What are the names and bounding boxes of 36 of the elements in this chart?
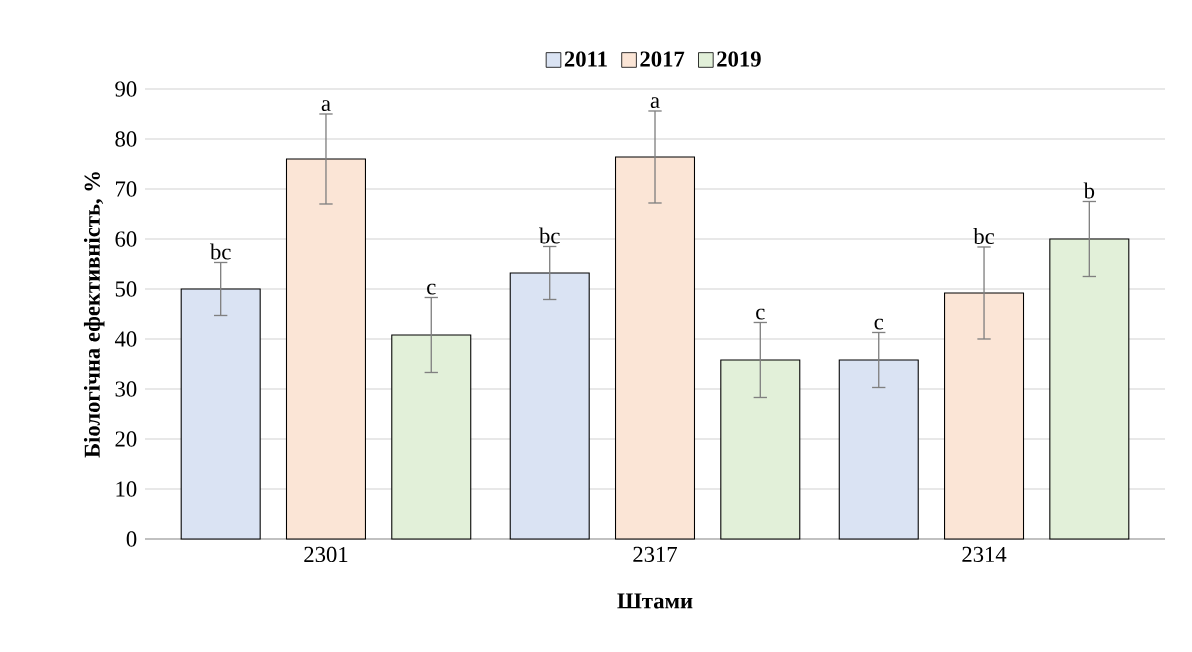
bar <box>1049 238 1130 540</box>
x-tick-label: 2301 <box>304 546 348 563</box>
data-label: bc <box>539 227 560 244</box>
data-label: c <box>874 318 884 330</box>
data-label: bc <box>973 228 995 245</box>
data-label: b <box>1083 182 1095 199</box>
bar <box>720 359 801 540</box>
y-axis-title: Біологічна ефективність, % <box>83 172 105 458</box>
bar <box>285 158 366 540</box>
bar <box>838 359 919 540</box>
y-tick-label: 10 <box>116 481 137 497</box>
bar <box>391 334 472 540</box>
y-tick-label: 0 <box>126 531 137 547</box>
x-tick-label: 2317 <box>633 546 678 563</box>
y-tick-label: 40 <box>114 331 137 347</box>
y-tick-label: 30 <box>115 381 137 397</box>
data-label: a <box>321 100 331 112</box>
y-tick-label: 70 <box>116 181 137 197</box>
data-label: c <box>427 283 436 295</box>
bar <box>180 288 261 540</box>
y-tick-label: 60 <box>115 231 137 247</box>
data-label: c <box>756 308 765 320</box>
data-label: bc <box>209 243 231 260</box>
data-label: a <box>650 97 660 109</box>
y-tick-label: 20 <box>115 431 137 447</box>
legend-label: 2011 <box>564 51 607 67</box>
bar <box>944 292 1025 540</box>
bar <box>509 272 590 540</box>
x-tick-label: 2314 <box>962 546 1007 563</box>
x-axis-title: Штами <box>617 593 693 609</box>
legend-label: 2019 <box>717 51 761 67</box>
bar <box>614 156 696 540</box>
y-tick-label: 50 <box>115 281 137 297</box>
y-tick-label: 90 <box>115 81 137 97</box>
y-tick-label: 80 <box>115 131 137 147</box>
legend-label: 2017 <box>640 51 685 67</box>
